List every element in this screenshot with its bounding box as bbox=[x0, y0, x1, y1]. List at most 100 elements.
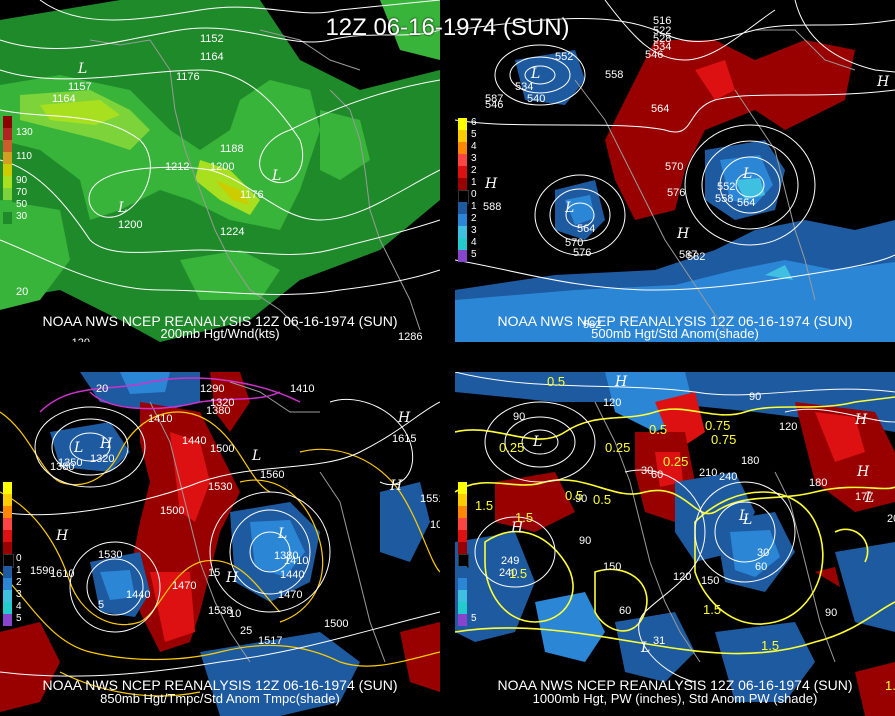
high-pressure-marker: H bbox=[389, 478, 403, 494]
legend-entry bbox=[3, 140, 12, 152]
legend-swatch bbox=[458, 178, 467, 190]
height-contours bbox=[0, 0, 440, 295]
contour-label: 528 bbox=[653, 33, 671, 45]
legend-entry: 130 bbox=[3, 127, 33, 140]
contour-label: 0.5 bbox=[565, 488, 583, 503]
contour-label: 1470 bbox=[278, 589, 302, 601]
caption-field: 850mb Hgt/Tmpc/Std Anom Tmpc(shade) bbox=[100, 691, 340, 706]
legend-entry: 4 bbox=[3, 601, 22, 614]
contour-label: 576 bbox=[667, 187, 685, 199]
contour-label: 1470 bbox=[172, 580, 196, 592]
low-pressure-marker: L bbox=[742, 512, 752, 528]
contour-label: 120 bbox=[603, 397, 621, 409]
caption-source: NOAA NWS NCEP REANALYSIS 12Z 06-16-1974 … bbox=[42, 313, 398, 329]
contour-label: 0.25 bbox=[605, 440, 630, 455]
legend-entry: 6 bbox=[458, 117, 477, 130]
temperature-contours bbox=[0, 411, 440, 697]
legend-entry bbox=[458, 578, 469, 590]
legend-swatch bbox=[458, 482, 467, 494]
caption-source: NOAA NWS NCEP REANALYSIS 12Z 06-16-1974 … bbox=[42, 677, 398, 693]
panel-500mb-height-anomaly: 516 522 528 534 546 552 558 534 540 546 564 570 576 5… bbox=[455, 0, 895, 342]
legend-entry bbox=[3, 518, 14, 530]
contour-label: 1500 bbox=[210, 443, 234, 455]
map-850mb: 1290132013801410141014401500135013801320… bbox=[0, 372, 440, 716]
coastlines bbox=[89, 29, 421, 331]
contour-label: 582 bbox=[687, 251, 705, 263]
legend-entry bbox=[458, 554, 469, 568]
contour-label: 1.5 bbox=[515, 510, 533, 525]
legend-entry: 110 bbox=[3, 151, 32, 164]
high-pressure-marker: H bbox=[484, 176, 498, 192]
legend-label: 130 bbox=[16, 127, 33, 138]
contour-label: 1.5 bbox=[509, 566, 527, 581]
high-pressure-marker: H bbox=[397, 410, 411, 426]
contour-label: 60 bbox=[755, 561, 767, 573]
legend-entry bbox=[458, 566, 469, 578]
contour-label: 1320 bbox=[210, 397, 234, 409]
contour-label: 0.5 bbox=[547, 374, 565, 389]
contour-label: 1286 bbox=[398, 331, 422, 342]
legend-label: 4 bbox=[16, 601, 22, 612]
legend-label: 4 bbox=[471, 237, 477, 248]
legend-swatch bbox=[3, 518, 12, 530]
legend-label: 2 bbox=[471, 165, 477, 176]
contour-label: 10 bbox=[229, 608, 241, 620]
contour-label: 0.75 bbox=[711, 432, 736, 447]
contour-label: 1500 bbox=[324, 618, 348, 630]
legend-label: 0 bbox=[471, 189, 477, 200]
low-pressure-marker: L bbox=[117, 200, 127, 216]
contour-label: 1530 bbox=[208, 481, 232, 493]
contour-label: 1200 bbox=[210, 161, 234, 173]
contour-label: 1500 bbox=[160, 505, 184, 517]
contour-label: 20 bbox=[96, 383, 108, 395]
legend-swatch bbox=[3, 188, 12, 200]
contour-label: 1188 bbox=[220, 143, 244, 155]
contour-label: 1380 bbox=[206, 405, 230, 417]
contour-label: 570 bbox=[665, 161, 683, 173]
legend-swatch bbox=[458, 578, 467, 590]
legend-swatch bbox=[3, 116, 12, 128]
contour-label: 1590 bbox=[30, 565, 54, 577]
contour-label: 1380 bbox=[274, 550, 298, 562]
legend-entry: 4 bbox=[458, 141, 477, 154]
contour-label: 540 bbox=[527, 93, 545, 105]
legend-swatch bbox=[3, 530, 12, 542]
contour-label: 534 bbox=[515, 81, 533, 93]
contour-label: 1380 bbox=[50, 461, 74, 473]
contour-label: 90 bbox=[513, 411, 525, 423]
legend-swatch bbox=[458, 142, 467, 154]
legend-swatch bbox=[458, 566, 467, 578]
legend-swatch bbox=[458, 154, 467, 166]
legend-entry: 1 bbox=[458, 201, 477, 214]
legend-label: 6 bbox=[471, 117, 477, 128]
legend-label: 5 bbox=[471, 249, 477, 260]
contour-label: 0.25 bbox=[663, 454, 688, 469]
contour-label: 150 bbox=[603, 561, 621, 573]
legend-swatch bbox=[458, 202, 467, 214]
low-pressure-marker: L bbox=[532, 434, 542, 450]
high-pressure-marker: H bbox=[510, 520, 524, 536]
contour-label: 60 bbox=[651, 469, 663, 481]
contour-label: 5 bbox=[98, 599, 104, 611]
coastlines bbox=[574, 29, 856, 331]
low-pressure-marker: L bbox=[640, 640, 650, 656]
contour-label: 1610 bbox=[50, 568, 74, 580]
caption-field: 1000mb Hgt, PW (inches), Std Anom PW (sh… bbox=[532, 691, 818, 706]
contour-label: 1212 bbox=[165, 161, 189, 173]
caption-field: 500mb Hgt/Std Anom(shade) bbox=[591, 326, 759, 341]
contour-label: 31 bbox=[653, 635, 665, 647]
legend-entry: 0 bbox=[3, 553, 22, 568]
high-pressure-marker: H bbox=[99, 436, 113, 452]
legend-swatch bbox=[458, 226, 467, 238]
contour-label: 20 bbox=[16, 286, 28, 298]
legend-entry: 4 bbox=[458, 237, 477, 250]
wind-speed-shading bbox=[0, 0, 440, 342]
legend-swatch bbox=[3, 176, 12, 188]
legend-entry bbox=[458, 506, 469, 518]
legend-swatch bbox=[458, 118, 467, 130]
